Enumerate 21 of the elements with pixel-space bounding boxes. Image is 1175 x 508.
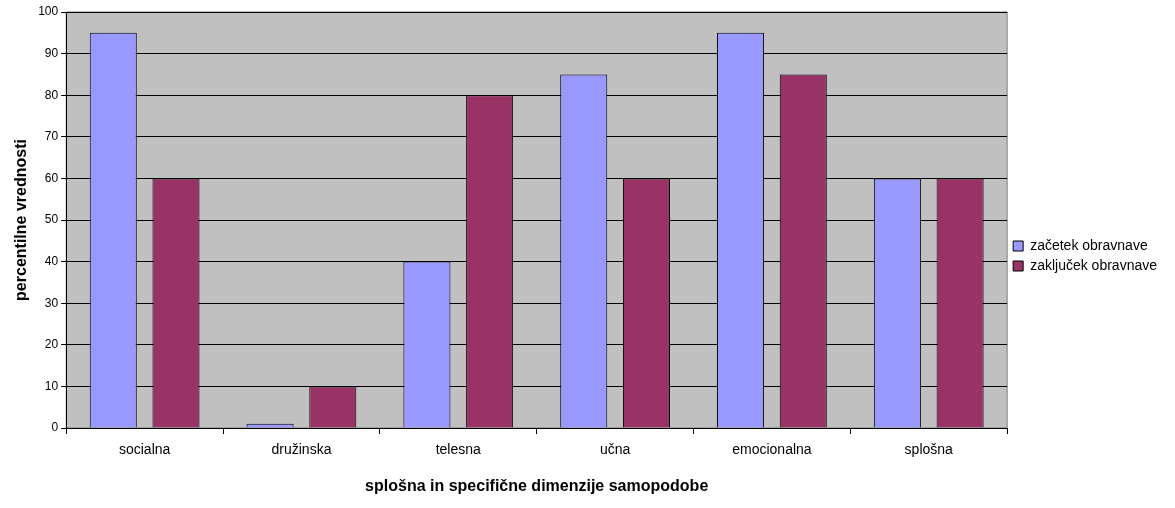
y-tick-label: 70 — [44, 129, 59, 144]
y-tick-label: 40 — [44, 253, 59, 268]
y-tick-label: 0 — [51, 420, 59, 435]
y-tick-label: 60 — [44, 170, 59, 185]
legend-label: začetek obravnave — [1030, 236, 1148, 253]
y-tick-label: 30 — [44, 295, 59, 310]
y-tick-label: 80 — [44, 87, 59, 102]
x-tick-label: družinska — [271, 441, 332, 458]
y-tick-label: 100 — [38, 4, 59, 19]
x-tick-label: socialna — [118, 441, 171, 458]
y-tick-label: 50 — [44, 212, 59, 227]
x-tick-label: telesna — [435, 441, 482, 458]
x-tick-label: splošna — [904, 441, 954, 458]
y-axis-title: percentilne vrednosti — [12, 139, 30, 301]
y-tick-label: 90 — [44, 45, 59, 60]
y-tick-label: 10 — [44, 378, 59, 393]
x-axis-title: splošna in specifične dimenzije samopodobe — [365, 476, 709, 494]
y-tick-label: 20 — [44, 337, 59, 352]
x-tick-label: emocionalna — [732, 441, 812, 458]
x-tick-label: učna — [599, 441, 631, 458]
legend-label: zaključek obravnave — [1030, 256, 1158, 273]
